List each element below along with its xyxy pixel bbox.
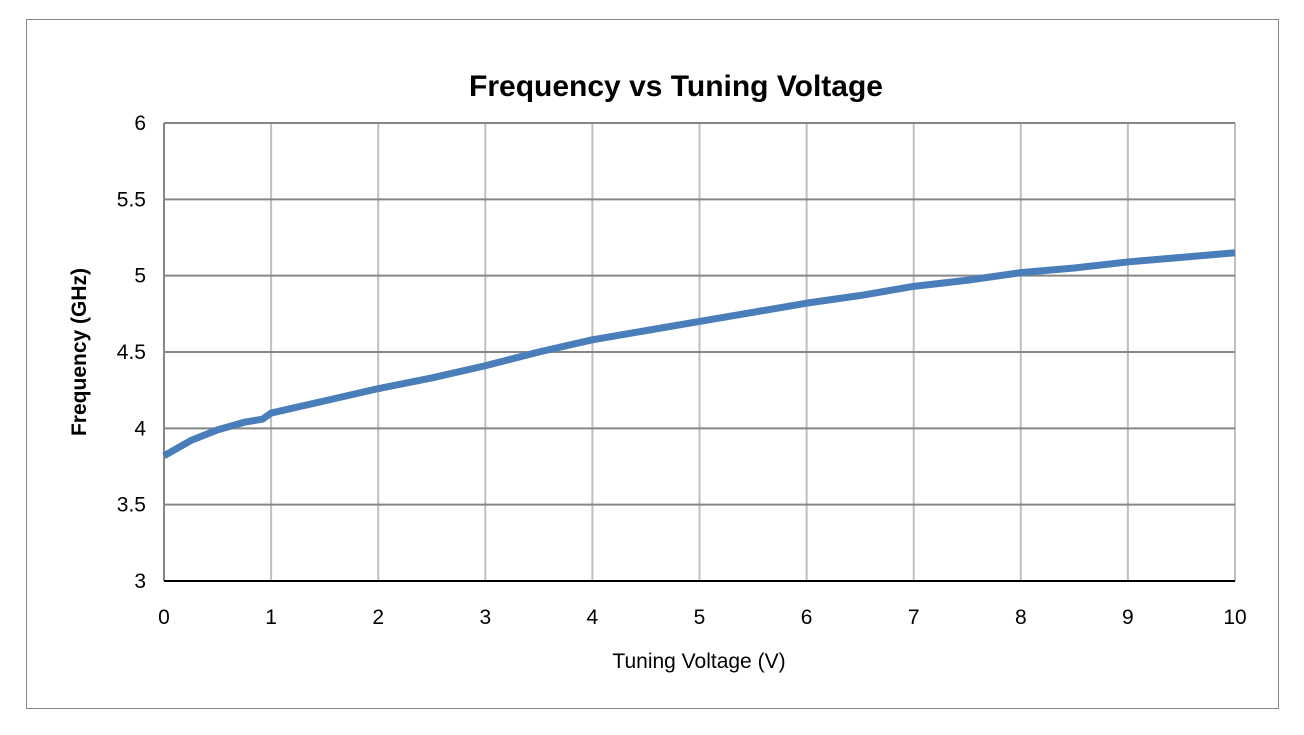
- chart-title: Frequency vs Tuning Voltage: [469, 70, 883, 103]
- y-axis-label: Frequency (GHz): [68, 268, 91, 436]
- x-tick-label: 8: [1015, 606, 1027, 629]
- y-tick-label: 3.5: [117, 494, 146, 517]
- x-tick-label: 7: [908, 606, 920, 629]
- y-tick-label: 4: [134, 417, 146, 440]
- x-tick-label: 9: [1122, 606, 1134, 629]
- y-tick-label: 4.5: [117, 341, 146, 364]
- y-tick-label: 3: [134, 570, 146, 593]
- x-tick-label: 4: [587, 606, 599, 629]
- x-axis-label: Tuning Voltage (V): [612, 650, 785, 673]
- y-tick-label: 6: [134, 112, 146, 135]
- x-tick-label: 1: [265, 606, 277, 629]
- series-line: [162, 249, 1236, 459]
- x-tick-label: 3: [479, 606, 491, 629]
- x-tick-label: 5: [694, 606, 706, 629]
- x-tick-label: 2: [372, 606, 384, 629]
- x-tick-label: 6: [801, 606, 813, 629]
- chart-frame: [26, 19, 1279, 709]
- y-tick-label: 5: [134, 265, 146, 288]
- y-tick-label: 5.5: [117, 188, 146, 211]
- x-tick-label: 0: [158, 606, 170, 629]
- x-tick-label: 10: [1223, 606, 1246, 629]
